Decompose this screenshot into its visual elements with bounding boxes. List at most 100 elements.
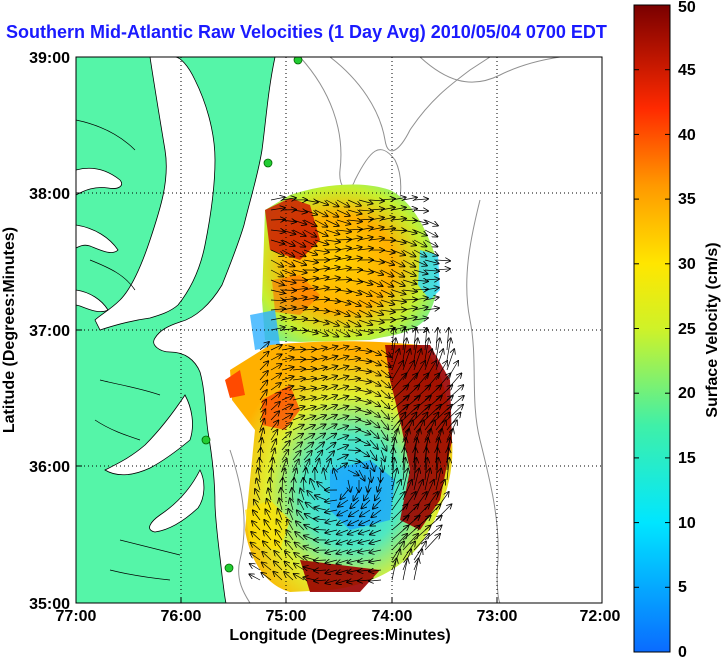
velocity-vector [334,469,338,481]
velocity-vector [254,500,261,511]
colorbar: 0 5 10 15 20 25 30 35 40 45 50 Surface V… [633,0,721,659]
velocity-vector [360,509,371,517]
velocity-vector [270,249,284,256]
velocity-vector [281,423,292,431]
velocity-vector [402,220,417,221]
velocity-vector [292,210,307,212]
velocity-vector [303,287,318,290]
velocity-vector [314,406,326,410]
velocity-vector [347,469,359,475]
velocity-vector [292,388,305,390]
velocity-vector [336,268,351,270]
velocity-vector [292,249,306,256]
velocity-vector [424,219,438,226]
velocity-vector [270,279,284,285]
velocity-vector [413,298,428,300]
velocity-vector [336,319,349,327]
velocity-vector [391,504,407,521]
velocity-vector [347,329,361,335]
velocity-vector [281,414,292,421]
velocity-vector [303,249,317,255]
velocity-vector [281,432,291,441]
velocity-vector [336,455,348,461]
velocity-vector [270,364,281,371]
velocity-vector [325,386,337,391]
velocity-vector [413,239,426,247]
velocity-vector [270,374,281,381]
velocity-vector [292,378,305,380]
velocity-vector [303,434,314,441]
velocity-vector [348,519,360,525]
velocity-vector [413,229,427,235]
velocity-vector [314,357,327,360]
radar-stations [201,57,303,573]
velocity-vector [424,279,439,280]
velocity-vector [292,319,307,320]
velocity-vector [347,299,361,306]
velocity-vector [424,338,429,361]
velocity-vector [391,269,404,277]
velocity-vector [358,429,370,434]
velocity-vector [292,397,305,400]
velocity-vector [281,307,296,310]
velocity-vector [391,207,406,210]
velocity-vector [270,393,280,401]
velocity-vector [270,411,279,421]
velocity-vector [303,407,316,410]
velocity-vector [371,519,382,526]
velocity-vector [380,250,395,253]
velocity-vector [435,338,440,361]
velocity-vector [336,199,349,207]
velocity-vector [369,299,383,306]
velocity-vector [369,200,384,201]
velocity-vector [358,400,371,403]
velocity-vector [277,519,283,531]
velocity-vector [402,317,417,320]
velocity-vector [358,410,371,413]
colorbar-scale [633,4,671,653]
y-tick-label: 36:00 [29,459,70,476]
velocity-vector [413,559,419,581]
velocity-vector [336,209,350,216]
velocity-vector [270,197,285,200]
velocity-vector [325,415,337,421]
velocity-vector [364,489,371,500]
velocity-vector [347,348,360,350]
velocity-vector [391,318,406,320]
velocity-vector [303,320,318,321]
velocity-vector [292,442,302,451]
velocity-vector [325,310,340,314]
velocity-vector [402,269,416,276]
velocity-vector [281,348,294,350]
x-tick-label: 73:00 [477,608,518,625]
velocity-vector [273,572,283,581]
velocity-vector [325,356,337,360]
velocity-vector [336,396,348,400]
velocity-vector [358,370,371,372]
velocity-vector [292,270,307,273]
rivers [76,119,181,581]
velocity-vector [303,425,315,431]
velocity-vector [303,260,318,263]
velocity-vector [370,540,382,544]
velocity-vector [336,376,348,380]
velocity-vector [348,479,351,492]
velocity-vector [391,249,405,255]
velocity-vector [314,377,327,380]
velocity-vector [380,289,394,296]
velocity-vector [336,230,351,232]
velocity-vector [314,442,324,451]
velocity-vector [281,299,296,301]
velocity-vector [402,239,416,245]
velocity-vector [347,358,360,360]
velocity-vector [413,289,428,290]
velocity-vector [270,300,285,301]
velocity-vector [370,529,382,535]
velocity-vector [325,500,338,502]
velocity-vector [413,280,428,281]
velocity-vector [358,469,365,481]
velocity-vector [303,359,316,360]
velocity-vector [424,288,439,290]
velocity-vector [380,379,390,388]
velocity-vector [314,367,327,370]
